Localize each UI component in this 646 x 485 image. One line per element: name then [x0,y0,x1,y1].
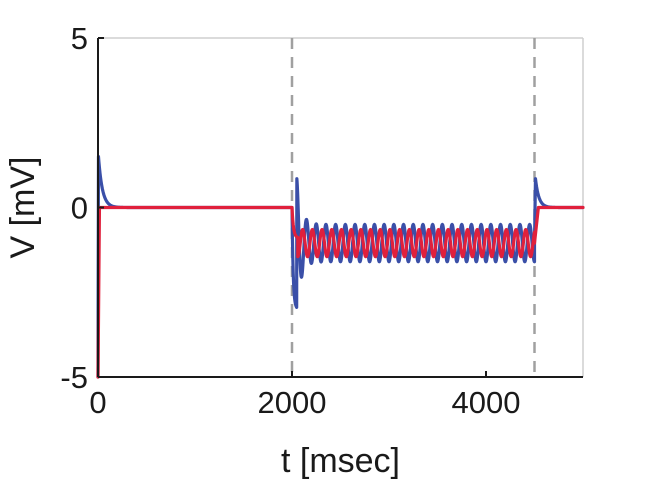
y-tick-label: -5 [60,360,88,395]
tick-labels: 0 2000 4000-505 [60,21,520,420]
x-axis-label: t [msec] [281,442,400,480]
y-tick-label: 0 [71,191,88,226]
x-tick-label: 4000 [452,385,521,420]
series-layer [96,155,585,379]
series-line-2 [96,205,585,379]
y-axis-label: V [mV] [4,156,42,258]
x-tick-label: 0 [89,385,106,420]
y-tick-label: 5 [71,21,88,56]
x-tick-label: 2000 [258,385,327,420]
